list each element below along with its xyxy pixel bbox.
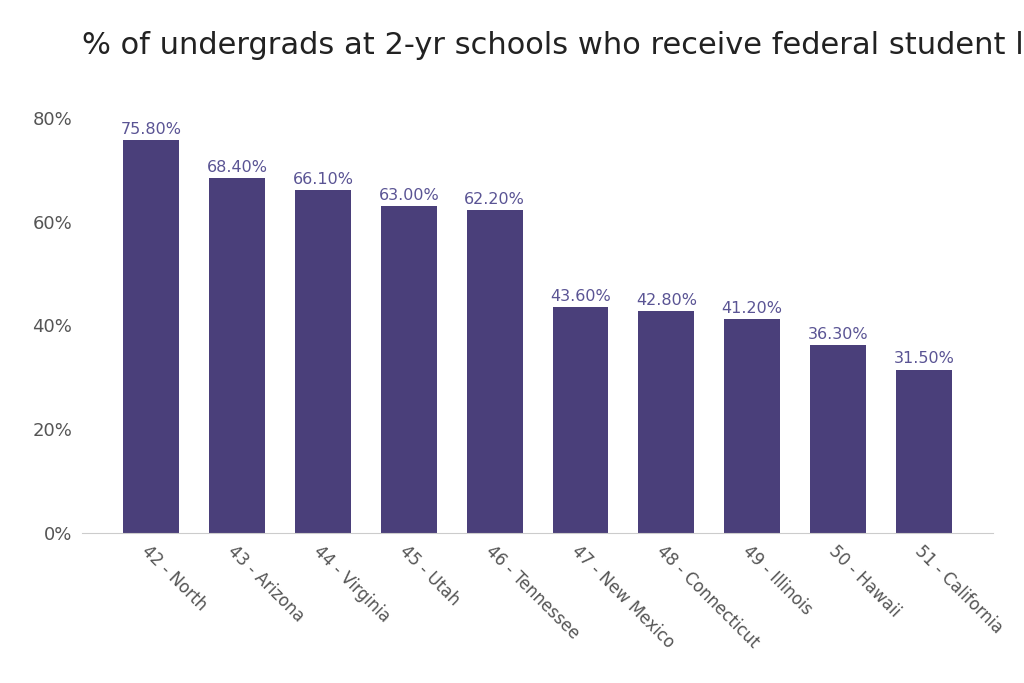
Text: 42.80%: 42.80%: [636, 293, 697, 308]
Text: 75.80%: 75.80%: [121, 122, 181, 137]
Text: 43.60%: 43.60%: [550, 289, 611, 304]
Bar: [381, 206, 436, 533]
Bar: [553, 307, 608, 533]
Text: 63.00%: 63.00%: [379, 189, 439, 204]
Bar: [896, 370, 952, 533]
Bar: [123, 140, 179, 533]
Bar: [639, 311, 694, 533]
Bar: [295, 191, 351, 533]
Text: 68.40%: 68.40%: [207, 161, 267, 176]
Text: 36.30%: 36.30%: [808, 326, 868, 342]
Text: 31.50%: 31.50%: [894, 352, 954, 366]
Bar: [209, 178, 265, 533]
Bar: [724, 319, 780, 533]
Bar: [467, 210, 522, 533]
Text: 66.10%: 66.10%: [293, 172, 353, 187]
Bar: [810, 345, 866, 533]
Text: 62.20%: 62.20%: [464, 193, 525, 208]
Text: 41.20%: 41.20%: [722, 301, 782, 316]
Text: % of undergrads at 2-yr schools who receive federal student loans: % of undergrads at 2-yr schools who rece…: [82, 31, 1024, 60]
